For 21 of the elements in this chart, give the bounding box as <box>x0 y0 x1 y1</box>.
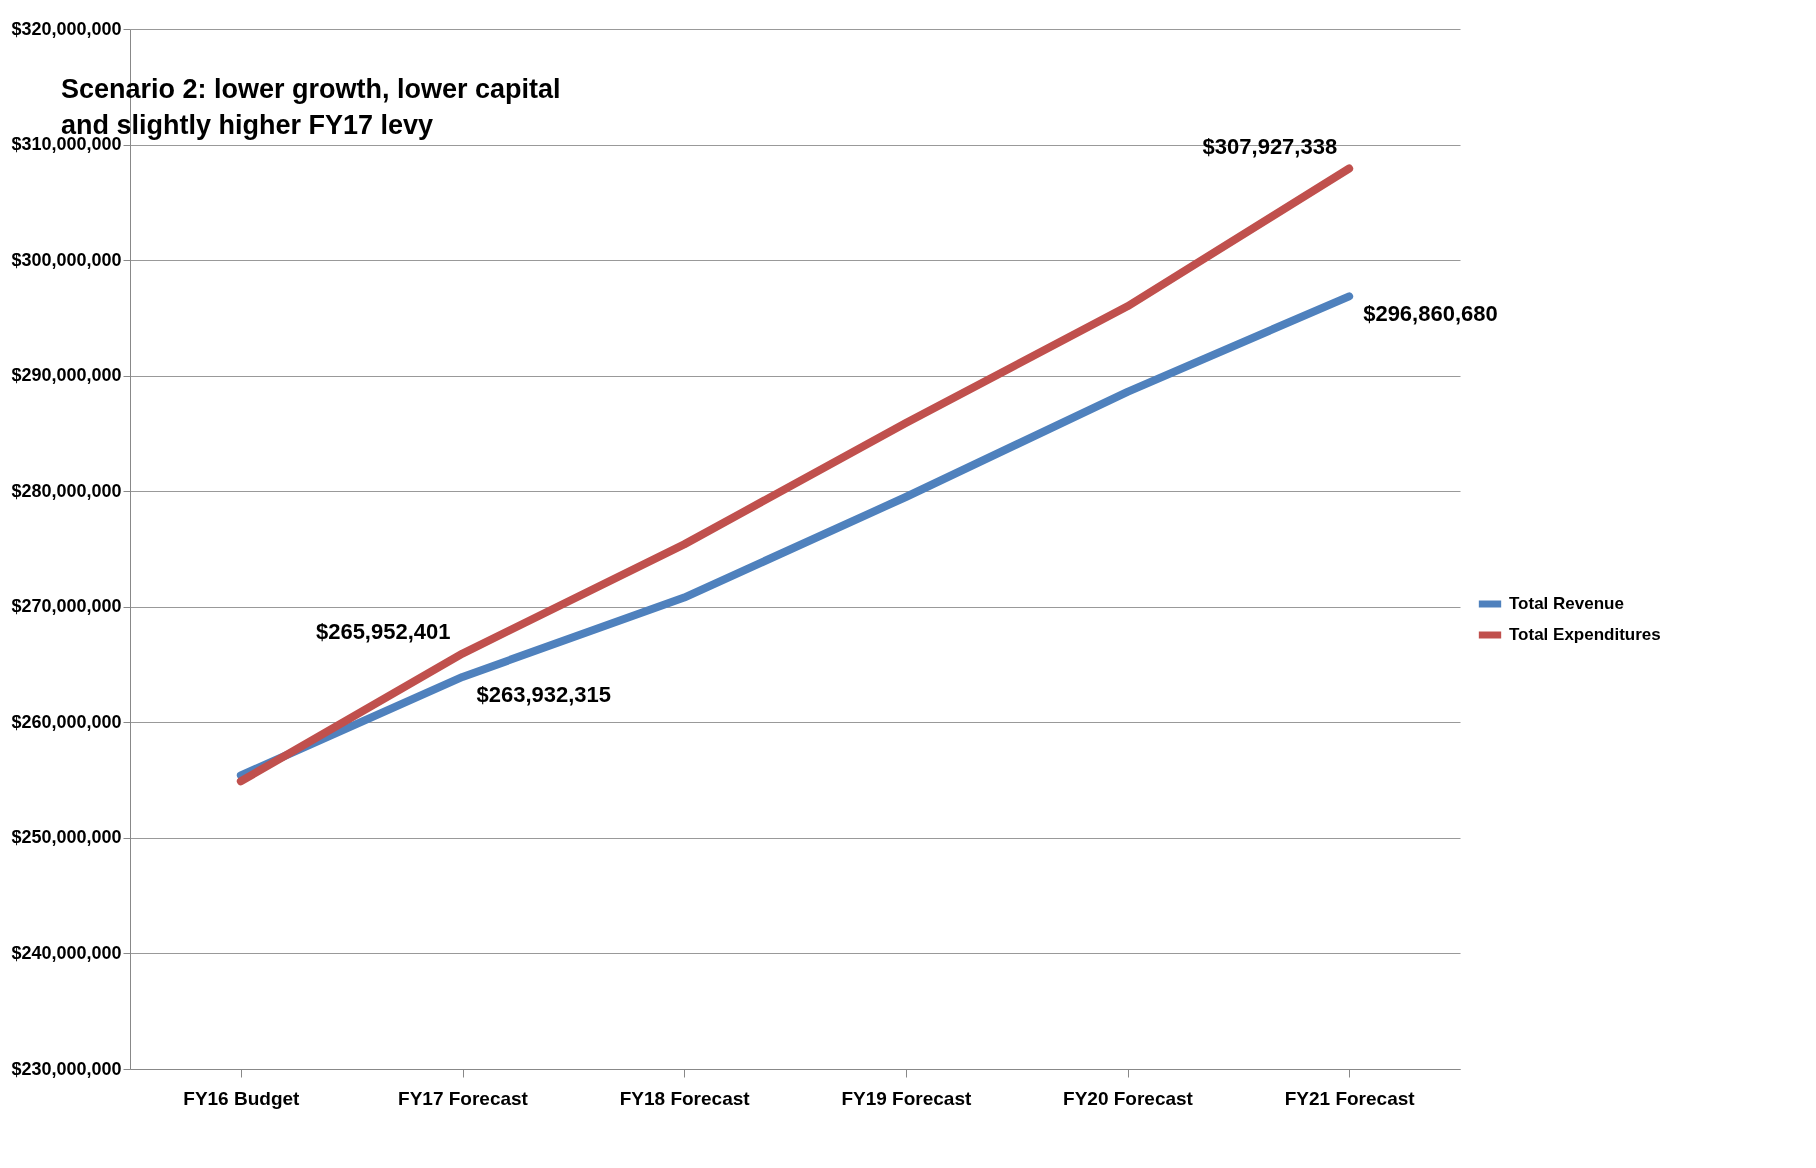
data-label: $265,952,401 <box>315 618 451 644</box>
y-tick-label: $230,000,000 <box>11 1058 122 1079</box>
data-label: $263,932,315 <box>476 681 612 707</box>
y-tick-label: $300,000,000 <box>11 249 122 270</box>
y-tick-label: $270,000,000 <box>11 596 122 617</box>
y-tick-label: $260,000,000 <box>11 711 122 732</box>
y-tick-label: $250,000,000 <box>11 827 122 848</box>
x-tick-label: FY20 Forecast <box>1063 1087 1194 1109</box>
y-tick-label: $240,000,000 <box>11 942 122 963</box>
y-tick-label: $320,000,000 <box>11 18 122 39</box>
y-tick-label: $280,000,000 <box>11 480 122 501</box>
data-label: $307,927,338 <box>1202 133 1338 159</box>
x-tick-label: FY17 Forecast <box>398 1087 529 1109</box>
x-tick-label: FY16 Budget <box>183 1087 301 1109</box>
y-tick-label: $290,000,000 <box>11 365 122 386</box>
legend-label: Total Revenue <box>1509 594 1624 613</box>
x-tick-label: FY21 Forecast <box>1284 1087 1416 1109</box>
legend-label: Total Expenditures <box>1509 625 1661 644</box>
data-label: $296,860,680 <box>1363 301 1498 327</box>
x-tick-label: FY18 Forecast <box>619 1087 751 1109</box>
x-tick-label: FY19 Forecast <box>841 1087 972 1109</box>
